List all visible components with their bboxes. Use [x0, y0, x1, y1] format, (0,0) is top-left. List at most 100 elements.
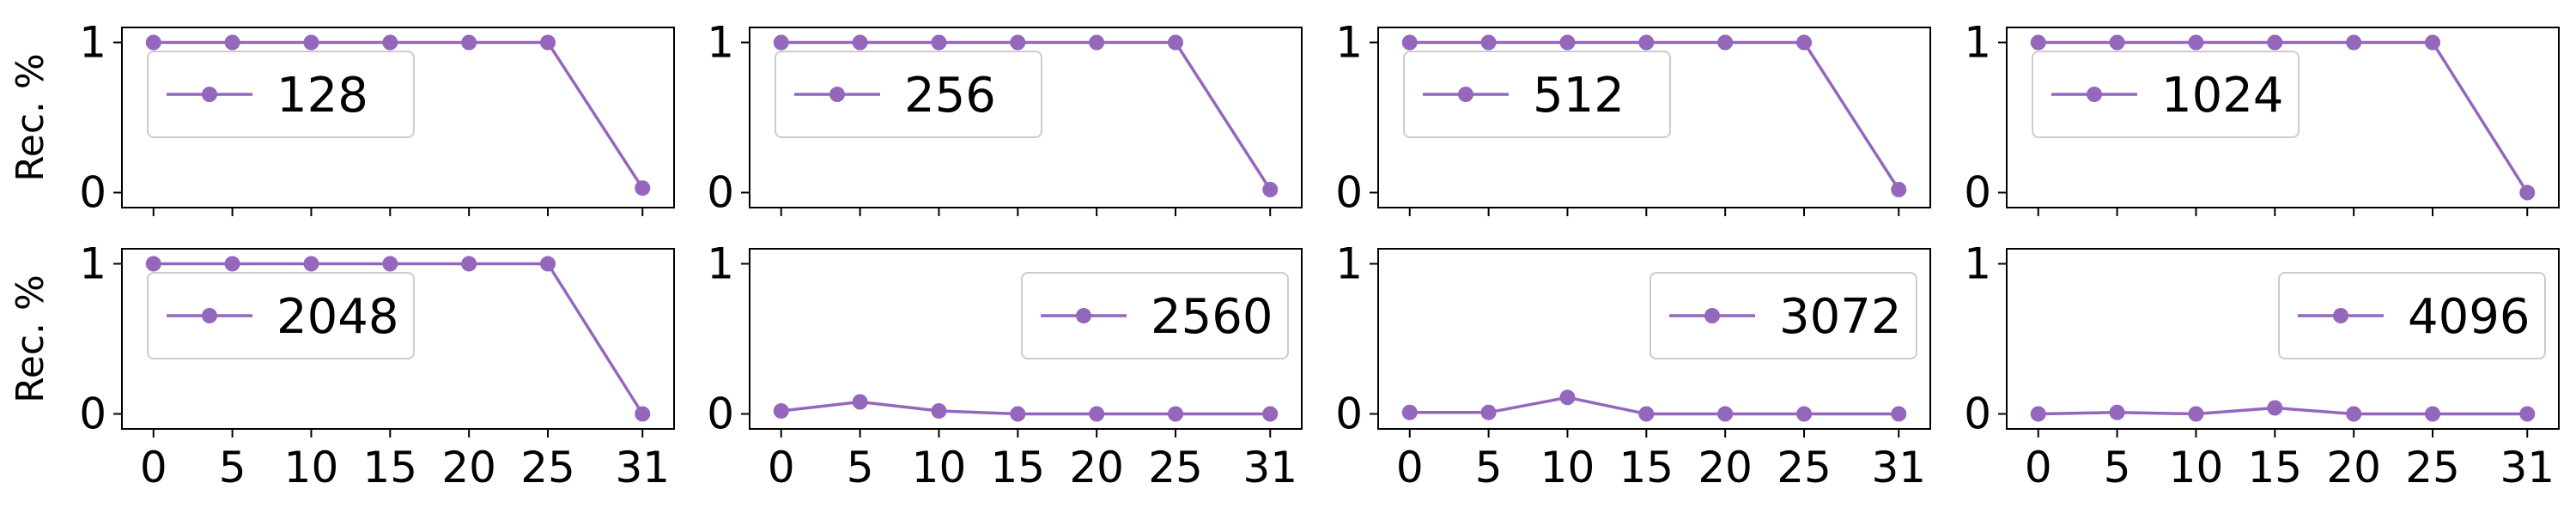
data-point	[303, 256, 319, 272]
data-point	[1262, 182, 1279, 197]
legend-marker	[1076, 308, 1091, 323]
data-point	[382, 256, 398, 272]
xtick-label: 10	[1540, 443, 1595, 492]
xtick-label: 0	[768, 443, 795, 492]
data-point	[145, 256, 161, 272]
ytick-label: 1	[79, 18, 106, 68]
xtick-label: 5	[219, 443, 246, 492]
data-point	[2030, 406, 2046, 422]
ytick-label: 1	[707, 18, 734, 68]
data-point	[224, 256, 240, 272]
xtick-label: 15	[363, 443, 418, 492]
xtick-label: 10	[2169, 443, 2224, 492]
ytick-label: 0	[1335, 168, 1363, 218]
legend-label: 2560	[1151, 289, 1273, 345]
xtick-label: 25	[1148, 443, 1203, 492]
data-point	[1010, 34, 1026, 51]
data-point	[2267, 34, 2283, 51]
data-point	[1717, 34, 1734, 51]
xtick-label: 10	[912, 443, 967, 492]
y-axis-label: Rec. %	[9, 275, 52, 403]
xtick-label: 10	[284, 443, 339, 492]
data-point	[2346, 406, 2362, 422]
xtick-label: 31	[615, 443, 670, 492]
legend-marker	[202, 308, 217, 323]
data-point	[852, 34, 868, 51]
legend-label: 256	[904, 68, 996, 124]
xtick-label: 0	[2025, 443, 2052, 492]
xtick-label: 20	[1698, 443, 1753, 492]
data-point	[1796, 34, 1813, 51]
panel-frame-128	[121, 27, 675, 208]
data-point	[224, 34, 240, 51]
ytick-label: 1	[1335, 239, 1363, 289]
ytick-label: 1	[1964, 239, 1991, 289]
data-point	[2030, 34, 2046, 51]
xtick-label: 20	[2326, 443, 2381, 492]
data-point	[1401, 404, 1418, 420]
data-point	[1480, 404, 1497, 420]
ytick-label: 0	[1335, 389, 1363, 439]
legend-marker	[2087, 87, 2102, 102]
data-point	[2519, 406, 2536, 422]
legend-label: 512	[1533, 68, 1625, 124]
legend-box	[2032, 51, 2300, 138]
panel-frame-512	[1377, 27, 1931, 208]
xtick-label: 25	[2405, 443, 2460, 492]
legend-marker	[2333, 308, 2348, 323]
xtick-label: 20	[441, 443, 496, 492]
legend-marker	[1458, 87, 1473, 102]
data-point	[1638, 406, 1655, 422]
xtick-label: 31	[1871, 443, 1926, 492]
legend-marker	[1704, 308, 1720, 323]
data-point	[635, 180, 651, 196]
data-point	[2519, 184, 2536, 201]
data-point	[2109, 404, 2125, 420]
xtick-label: 25	[1777, 443, 1832, 492]
legend-box	[775, 51, 1042, 138]
legend-label: 3072	[1779, 289, 1902, 345]
ytick-label: 0	[1964, 389, 1991, 439]
data-point	[2346, 34, 2362, 51]
legend-box	[1021, 272, 1289, 359]
legend-box	[1649, 272, 1917, 359]
xtick-label: 15	[2248, 443, 2303, 492]
xtick-label: 5	[1475, 443, 1503, 492]
data-point	[1891, 406, 1907, 422]
data-point	[1891, 182, 1907, 197]
data-point	[1559, 389, 1576, 406]
data-point	[145, 34, 161, 51]
xtick-label: 0	[1396, 443, 1424, 492]
data-point	[1401, 34, 1418, 51]
data-point	[2188, 406, 2204, 422]
data-point	[1089, 34, 1105, 51]
y-axis-label: Rec. %	[9, 53, 52, 182]
xtick-label: 5	[2104, 443, 2131, 492]
legend-box	[2278, 272, 2546, 359]
panel-frame-2560	[749, 248, 1303, 430]
xtick-label: 20	[1069, 443, 1124, 492]
data-point	[635, 406, 651, 422]
data-point	[2425, 406, 2441, 422]
data-point	[1796, 406, 1813, 422]
panel-frame-3072	[1377, 248, 1931, 430]
legend-box	[147, 51, 415, 138]
legend-box	[147, 272, 415, 359]
ytick-label: 1	[79, 239, 106, 289]
data-point	[2267, 400, 2283, 416]
xtick-label: 5	[847, 443, 874, 492]
ytick-label: 1	[1964, 18, 1991, 68]
xtick-label: 25	[520, 443, 575, 492]
ytick-label: 0	[1964, 168, 1991, 218]
data-point	[2425, 34, 2441, 51]
panel-frame-256	[749, 27, 1303, 208]
ytick-label: 1	[1335, 18, 1363, 68]
data-point	[773, 34, 789, 51]
data-point	[773, 403, 789, 419]
data-point	[461, 34, 477, 51]
data-point	[852, 394, 868, 410]
legend-box	[1403, 51, 1671, 138]
legend-marker	[829, 87, 845, 102]
